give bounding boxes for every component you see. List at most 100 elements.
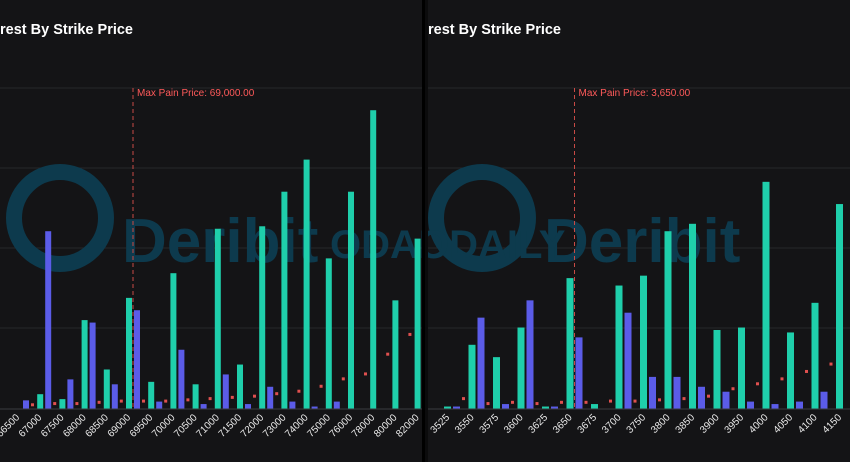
bar-series-2: [289, 401, 296, 409]
pain-point: [486, 402, 490, 406]
bar-series-1: [126, 297, 132, 409]
deribit-logo-icon: [6, 164, 114, 272]
bar-series-1: [170, 273, 177, 409]
bar-series-1: [468, 344, 476, 409]
bar-series-1: [192, 384, 199, 409]
x-tick-label: 3850: [674, 412, 698, 436]
pain-point: [186, 398, 190, 402]
pain-point: [253, 394, 256, 398]
x-tick-label: 4150: [821, 412, 845, 436]
bar-series-1: [517, 327, 525, 409]
bar-series-2: [111, 384, 118, 409]
bar-series-1: [259, 226, 266, 409]
pain-point: [386, 352, 390, 356]
pain-point: [142, 399, 145, 403]
pain-point: [682, 397, 686, 401]
x-tick-label: 82000: [394, 412, 422, 440]
bar-series-2: [649, 376, 656, 409]
pain-point: [658, 398, 661, 402]
bar-series-1: [281, 191, 288, 409]
pain-point: [297, 389, 301, 393]
x-tick-label: 72000: [239, 412, 267, 440]
x-tick-label: 3900: [698, 412, 722, 436]
bar-series-1: [542, 406, 549, 409]
btc-chart: DeribitODAILY665006700067500680006850069…: [0, 87, 422, 440]
pain-point: [535, 402, 539, 406]
pain-point: [230, 395, 234, 399]
bar-series-2: [526, 300, 534, 409]
pain-point: [609, 399, 612, 403]
bar-series-1: [493, 357, 500, 409]
chart-title: rest By Strike Price: [428, 22, 561, 38]
pain-point: [119, 399, 123, 403]
eth-open-interest-panel: rest By Strike Price Deribit ODAILY 3525 35…: [428, 0, 850, 462]
x-tick-label: 3675: [576, 412, 600, 436]
bar-series-1: [591, 404, 598, 409]
bar-series-1: [59, 399, 66, 409]
bar-series-1: [811, 302, 819, 409]
bar-series-1: [414, 238, 421, 409]
bar-series-1: [689, 223, 696, 409]
x-tick-label: 71000: [194, 412, 222, 440]
bar-series-2: [333, 401, 340, 409]
watermark-stamp: ODAILY: [428, 223, 566, 267]
deribit-logo-icon: [428, 164, 536, 272]
bar-series-1: [738, 327, 745, 409]
pain-point: [364, 372, 367, 376]
bar-series-1: [566, 278, 574, 409]
x-tick-label: 3575: [478, 412, 502, 436]
pain-point: [731, 387, 735, 391]
x-tick-label: 73000: [261, 412, 289, 440]
bar-series-2: [200, 404, 207, 409]
pain-point: [511, 400, 514, 404]
pain-point: [75, 402, 79, 406]
bar-series-2: [796, 401, 803, 409]
x-tick-label: 67000: [17, 412, 45, 440]
x-tick-label: 4100: [796, 412, 820, 436]
x-tick-label: 4000: [747, 412, 771, 436]
x-tick-label: 70500: [172, 412, 200, 440]
bar-series-1: [640, 275, 647, 409]
bar-series-2: [23, 400, 29, 409]
bar-series-1: [81, 320, 88, 409]
bar-series-2: [747, 401, 754, 409]
x-tick-label: 3700: [600, 412, 624, 436]
bar-series-1: [787, 332, 794, 409]
pain-point: [756, 382, 759, 386]
pain-point: [31, 403, 34, 407]
bar-series-1: [325, 258, 332, 409]
bar-series-2: [477, 317, 485, 409]
x-tick-label: 76000: [328, 412, 356, 440]
bar-series-2: [245, 404, 251, 409]
bar-series-2: [89, 322, 96, 409]
bar-series-2: [722, 391, 730, 409]
pain-point: [208, 397, 212, 401]
x-tick-label: 75000: [305, 412, 333, 440]
x-tick-label: 68500: [83, 412, 111, 440]
x-tick-label: 80000: [372, 412, 400, 440]
pain-point: [560, 400, 563, 404]
bar-series-2: [222, 374, 229, 409]
pain-point: [97, 400, 101, 404]
bar-series-1: [303, 159, 310, 409]
bar-series-2: [453, 406, 460, 409]
pain-point: [780, 377, 784, 381]
x-tick-label: 3650: [551, 412, 575, 436]
bar-series-2: [771, 404, 779, 409]
pain-point: [341, 377, 345, 381]
x-tick-label: 3550: [453, 412, 477, 436]
bar-series-2: [551, 406, 558, 409]
bar-series-1: [836, 204, 843, 409]
max-pain-label: Max Pain Price: 69,000.00: [137, 88, 255, 99]
x-tick-label: 3600: [502, 412, 526, 436]
bar-series-2: [178, 349, 185, 409]
x-tick-label: 71500: [217, 412, 245, 440]
x-tick-label: 3800: [649, 412, 673, 436]
watermark-text: Deribit: [544, 207, 740, 276]
x-tick-label: 69000: [106, 412, 134, 440]
bar-series-2: [267, 386, 274, 409]
x-tick-label: 3625: [527, 412, 551, 436]
bar-series-1: [713, 329, 721, 409]
chart-title: rest By Strike Price: [0, 22, 133, 38]
